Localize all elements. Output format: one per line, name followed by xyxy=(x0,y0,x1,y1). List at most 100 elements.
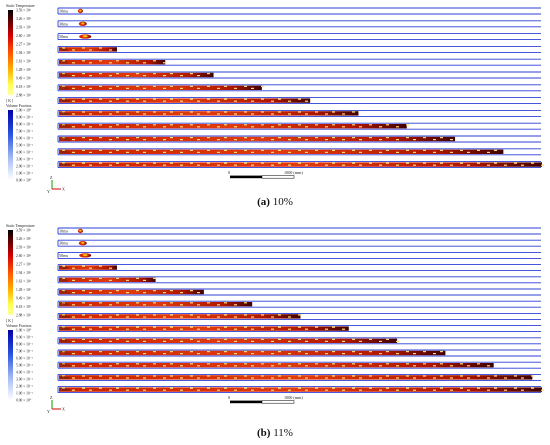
flame-hotspot xyxy=(180,377,183,379)
flame-hotspot xyxy=(109,389,112,391)
flame-hotspot xyxy=(342,353,345,355)
flame-hotspot xyxy=(224,375,227,377)
flame-hotspot xyxy=(109,126,112,128)
temperature-tick-label: 3.59 × 10³ xyxy=(16,228,32,232)
flame-hotspot xyxy=(271,377,274,379)
flame-hotspot xyxy=(62,314,65,316)
flame-hotspot xyxy=(62,387,65,389)
flame-hotspot xyxy=(305,164,308,166)
axis-z-label: Z xyxy=(50,395,53,400)
flame-hotspot xyxy=(244,124,247,126)
time-label: 190ms xyxy=(59,363,71,368)
flame-hotspot xyxy=(413,377,416,379)
flame-hotspot xyxy=(234,100,237,102)
flame-hotspot xyxy=(244,338,247,340)
temperature-tick-label: 9.49 × 10² xyxy=(16,296,31,300)
flame-hotspot xyxy=(170,351,173,353)
tube-row: 50ms xyxy=(57,251,541,259)
temperature-colorbar xyxy=(8,230,13,315)
flame-hotspot xyxy=(109,365,112,367)
flame-hotspot xyxy=(190,149,193,151)
flame-hotspot xyxy=(163,75,166,77)
scale-bar: 0 1000 (mm) xyxy=(228,395,303,404)
flame-hotspot xyxy=(153,375,156,377)
flame-hotspot xyxy=(143,75,146,77)
flame-hotspot xyxy=(143,316,146,318)
flame-hotspot xyxy=(251,164,254,166)
flame-hotspot xyxy=(207,73,210,75)
time-label: 177ms xyxy=(59,351,71,356)
flame-hotspot xyxy=(271,316,274,318)
temperature-tick-label: 6.18 × 10² xyxy=(16,85,31,89)
flame-hotspot xyxy=(170,302,173,304)
flame-hotspot xyxy=(379,389,382,391)
flame-hotspot xyxy=(190,387,193,389)
flame-hotspot xyxy=(82,60,85,62)
flame-hotspot xyxy=(386,363,389,365)
flame-hotspot xyxy=(315,351,318,353)
tube-row: 100ms xyxy=(57,288,541,296)
axis-y-label: Y xyxy=(47,189,50,194)
flame-hotspot xyxy=(251,139,254,141)
flame-hotspot xyxy=(406,351,409,353)
volume-fraction-legend-title: Volume Fraction xyxy=(6,324,31,328)
flame-hotspot xyxy=(234,328,237,330)
flame-hotspot xyxy=(406,124,409,126)
time-label: 210ms xyxy=(59,387,71,392)
flame-hotspot xyxy=(126,377,129,379)
flame-hotspot xyxy=(217,139,220,141)
flame-hotspot xyxy=(143,87,146,89)
temperature-tick-label: 1.61 × 10³ xyxy=(16,59,32,63)
time-label: 10ms xyxy=(59,9,68,14)
flame-hotspot xyxy=(298,375,301,377)
flame-hotspot xyxy=(143,328,146,330)
flame-hotspot xyxy=(342,139,345,141)
flame-hotspot xyxy=(143,113,146,115)
flame-hotspot xyxy=(116,290,119,292)
flame-hotspot xyxy=(153,85,156,87)
flame-hotspot xyxy=(72,151,75,153)
flame-hotspot xyxy=(433,139,436,141)
flame-hotspot xyxy=(153,162,156,164)
tube-row: 70ms xyxy=(57,264,541,272)
volume-fraction-tick-label: 5.00 × 10⁻¹ xyxy=(16,363,33,367)
flame-hotspot xyxy=(460,387,463,389)
flame-hotspot xyxy=(180,340,183,342)
flame-hotspot xyxy=(153,302,156,304)
scale-bar-white xyxy=(261,175,295,179)
temperature-tick-label: 2.60 × 10³ xyxy=(16,254,32,258)
flame-hotspot xyxy=(62,149,65,151)
flame-region xyxy=(59,149,504,154)
tube-row: 175ms xyxy=(57,135,541,143)
flame-hotspot xyxy=(494,149,497,151)
flame-hotspot xyxy=(72,139,75,141)
flame-hotspot xyxy=(406,375,409,377)
flame-hotspot xyxy=(271,164,274,166)
flame-hotspot xyxy=(163,353,166,355)
flame-hotspot xyxy=(251,87,254,89)
flame-hotspot xyxy=(109,113,112,115)
flame-hotspot xyxy=(217,100,220,102)
flame-hotspot xyxy=(342,389,345,391)
temperature-tick-label: 1.94 × 10³ xyxy=(16,51,32,55)
flame-hotspot xyxy=(82,85,85,87)
flame-hotspot xyxy=(487,377,490,379)
volume-fraction-tick-label: 1.00 × 10⁰ xyxy=(16,108,32,112)
flame-hotspot xyxy=(450,365,453,367)
flame-hotspot xyxy=(126,126,129,128)
flame-hotspot xyxy=(99,314,102,316)
flame-hotspot xyxy=(244,98,247,100)
flame-hotspot xyxy=(72,87,75,89)
volume-fraction-tick-label: 8.00 × 10⁻¹ xyxy=(16,342,33,346)
temperature-tick-label: 1.94 × 10³ xyxy=(16,271,32,275)
temperature-unit: [ K ] xyxy=(6,319,13,323)
flame-hotspot xyxy=(82,149,85,151)
axis-triad: Z X Y xyxy=(47,175,65,194)
flame-hotspot xyxy=(369,375,372,377)
flame-hotspot xyxy=(271,353,274,355)
flame-hotspot xyxy=(278,387,281,389)
flame-hotspot xyxy=(89,267,92,269)
flame-hotspot xyxy=(72,126,75,128)
temperature-legend-title: Static Temperature xyxy=(6,4,35,8)
